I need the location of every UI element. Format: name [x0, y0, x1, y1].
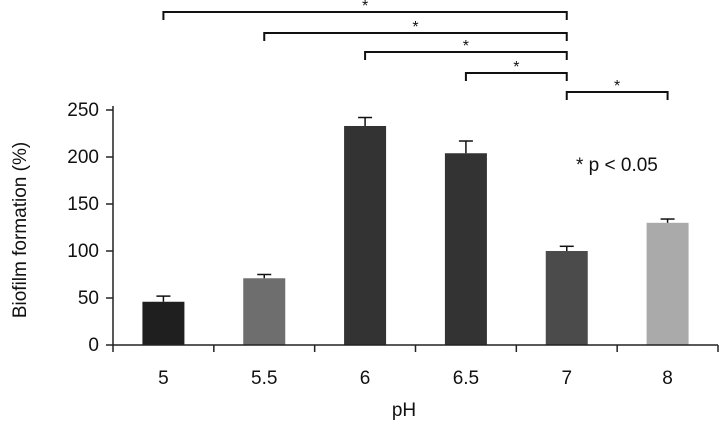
- ticks: 0 50 100 150 200 250 5 5.5 6 6.5 7 8: [67, 100, 719, 389]
- x-tick-label: 6.5: [453, 368, 479, 389]
- y-tick-label: 100: [67, 241, 99, 262]
- y-tick-label: 50: [78, 288, 99, 309]
- bar: [646, 222, 689, 345]
- significance-bracket: [565, 91, 669, 100]
- significance-star: *: [463, 38, 469, 55]
- bar: [142, 301, 185, 345]
- x-axis-title: pH: [392, 400, 416, 421]
- y-tick-label: 250: [67, 100, 99, 121]
- x-tick-label: 6: [360, 368, 371, 389]
- y-tick-label: 0: [88, 335, 99, 356]
- significance-bracket: [162, 11, 568, 20]
- y-axis-title: Biofilm formation (%): [10, 142, 31, 318]
- significance-bracket: [263, 32, 568, 41]
- x-tick-label: 8: [662, 368, 673, 389]
- bars: [142, 116, 689, 345]
- bar: [344, 125, 387, 345]
- axes: [112, 106, 718, 346]
- significance-note: * p < 0.05: [576, 155, 658, 176]
- significance-brackets: * * * * *: [162, 0, 669, 100]
- significance-star: *: [614, 78, 620, 95]
- significance-bracket: [464, 72, 568, 81]
- y-tick-label: 200: [67, 147, 99, 168]
- y-tick-label: 150: [67, 194, 99, 215]
- x-tick-label: 7: [561, 368, 572, 389]
- significance-star: *: [412, 19, 418, 36]
- x-tick-label: 5: [158, 368, 169, 389]
- significance-star: *: [513, 59, 519, 76]
- bar: [545, 251, 588, 345]
- bar: [444, 153, 487, 345]
- significance-star: *: [362, 0, 368, 15]
- x-tick-label: 5.5: [251, 368, 277, 389]
- significance-bracket: [364, 51, 568, 60]
- bar: [243, 278, 286, 345]
